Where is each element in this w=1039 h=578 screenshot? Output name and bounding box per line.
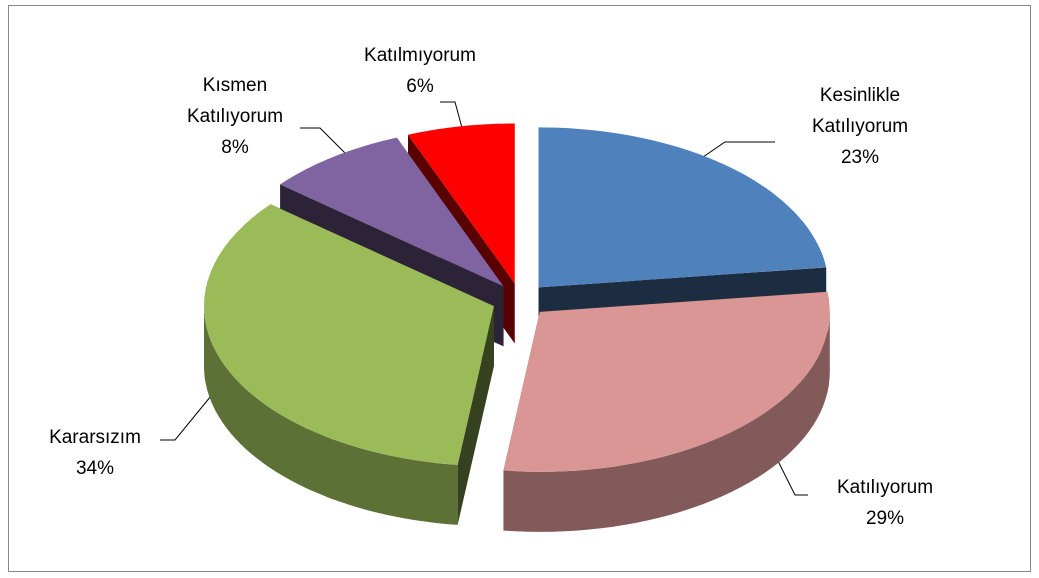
category-label: Katılıyorum [836,477,934,498]
slice [280,137,504,287]
slice [204,204,494,465]
value-label: 34% [75,458,115,479]
category-label: Kararsızım [49,427,141,448]
slice [538,127,827,288]
category-label: Kısmen Katılıyorum [186,75,284,127]
data-label: Kesinlikle Katılıyorum 23% [785,80,935,173]
slice-side [204,306,458,525]
value-label: 6% [406,76,434,97]
category-label: Kesinlikle Katılıyorum [811,85,909,137]
data-label: Katılıyorum 29% [800,472,970,534]
value-label: 29% [865,508,905,529]
category-label: Katılmıyorum [364,45,476,66]
value-label: 23% [840,147,880,168]
value-label: 8% [221,137,249,158]
data-label: Kararsızım 34% [10,422,180,484]
slice [408,123,515,284]
slice [503,291,830,472]
data-label: Katılmıyorum 6% [335,40,505,102]
leader-line [160,384,221,441]
slice-side [503,311,830,532]
data-label: Kısmen Katılıyorum 8% [160,70,310,163]
